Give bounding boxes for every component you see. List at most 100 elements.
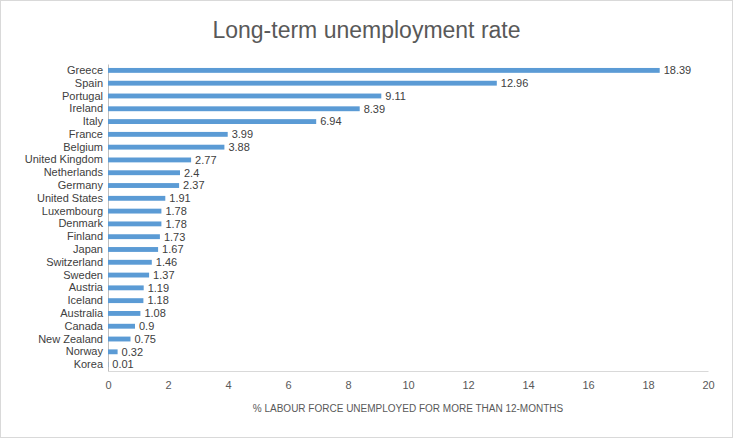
- y-tick: Greece: [67, 64, 103, 76]
- x-tick: 14: [522, 379, 534, 391]
- category-label: Portugal: [62, 89, 103, 101]
- bar: [108, 183, 179, 188]
- category-label: Belgium: [63, 141, 103, 153]
- x-axis-line: [109, 371, 709, 372]
- data-label: 1.67: [162, 243, 183, 255]
- bar: [108, 170, 180, 175]
- bar: [108, 68, 660, 73]
- bar: [108, 209, 161, 214]
- data-label: 0.9: [139, 320, 154, 332]
- x-tick: 2: [165, 379, 171, 391]
- x-tick: 16: [582, 379, 594, 391]
- x-tick-label: 12: [462, 379, 474, 391]
- x-tick: 6: [285, 379, 291, 391]
- y-tick: Germany: [58, 179, 104, 191]
- category-label: Denmark: [58, 217, 103, 229]
- category-label: Spain: [75, 77, 103, 89]
- y-tick: Luxembourg: [42, 205, 103, 217]
- bar: [108, 247, 158, 252]
- chart-title: Long-term unemployment rate: [212, 17, 520, 43]
- data-label: 1.37: [153, 269, 174, 281]
- category-label: Ireland: [69, 102, 103, 114]
- x-tick-label: 0: [105, 379, 111, 391]
- plot-area: 02468101214161820GreeceSpainPortugalIrel…: [25, 64, 715, 391]
- bar: [108, 234, 160, 239]
- bar: [108, 337, 131, 342]
- x-tick-label: 14: [522, 379, 534, 391]
- y-tick: New Zealand: [38, 333, 103, 345]
- data-label: 6.94: [320, 115, 341, 127]
- x-tick-label: 8: [345, 379, 351, 391]
- y-tick: Denmark: [58, 217, 103, 229]
- data-label: 1.78: [165, 205, 186, 217]
- bar: [108, 158, 191, 163]
- category-label: Canada: [64, 320, 103, 332]
- x-tick-label: 10: [402, 379, 414, 391]
- bar: [108, 349, 118, 354]
- y-tick: Iceland: [68, 294, 103, 306]
- y-tick: France: [69, 128, 103, 140]
- data-label: 3.99: [232, 128, 253, 140]
- category-label: Luxembourg: [42, 205, 103, 217]
- data-label: 18.39: [664, 64, 692, 76]
- data-label: 1.08: [144, 307, 165, 319]
- data-label: 2.4: [184, 167, 199, 179]
- category-label: Japan: [73, 243, 103, 255]
- y-tick: Spain: [75, 77, 103, 89]
- data-label: 9.11: [385, 90, 406, 102]
- category-label: Switzerland: [46, 256, 103, 268]
- category-label: Netherlands: [44, 166, 104, 178]
- y-tick: Ireland: [69, 102, 103, 114]
- category-label: United Kingdom: [25, 153, 103, 165]
- bar: [108, 298, 143, 303]
- y-tick: United Kingdom: [25, 153, 103, 165]
- y-tick: Norway: [66, 345, 104, 357]
- y-tick: Belgium: [63, 141, 103, 153]
- y-tick: Australia: [60, 307, 104, 319]
- bars: [108, 68, 660, 367]
- bar: [108, 94, 381, 99]
- category-label: Sweden: [63, 269, 103, 281]
- y-tick: Netherlands: [44, 166, 104, 178]
- y-tick: Sweden: [63, 269, 103, 281]
- data-label: 1.19: [148, 282, 169, 294]
- y-axis: GreeceSpainPortugalIrelandItalyFranceBel…: [25, 64, 109, 372]
- data-label: 12.96: [501, 77, 529, 89]
- x-tick-label: 2: [165, 379, 171, 391]
- bar: [108, 362, 109, 367]
- bar: [108, 119, 316, 124]
- x-tick: 10: [402, 379, 414, 391]
- category-label: Italy: [83, 115, 104, 127]
- x-tick: 18: [642, 379, 654, 391]
- bar: [108, 196, 165, 201]
- y-tick: Italy: [83, 115, 104, 127]
- x-tick-label: 6: [285, 379, 291, 391]
- x-tick-label: 18: [642, 379, 654, 391]
- category-label: New Zealand: [38, 333, 103, 345]
- data-label: 0.32: [122, 346, 143, 358]
- category-label: United States: [37, 192, 104, 204]
- y-tick: Austria: [69, 281, 104, 293]
- data-labels: 18.3912.969.118.396.943.993.882.772.42.3…: [112, 64, 691, 370]
- x-tick-label: 20: [702, 379, 714, 391]
- x-tick: 8: [345, 379, 351, 391]
- bar: [108, 260, 152, 265]
- data-label: 1.18: [147, 294, 168, 306]
- bar: [108, 145, 224, 150]
- bar: [108, 106, 360, 111]
- bar: [108, 132, 228, 137]
- category-label: Germany: [58, 179, 104, 191]
- data-label: 3.88: [228, 141, 249, 153]
- category-label: Austria: [69, 281, 104, 293]
- chart-border: [1, 1, 733, 438]
- bar: [108, 311, 140, 316]
- data-label: 1.78: [165, 218, 186, 230]
- x-tick: 12: [462, 379, 474, 391]
- y-tick: Canada: [64, 320, 103, 332]
- x-tick: 0: [105, 379, 111, 391]
- data-label: 1.46: [156, 256, 177, 268]
- bar: [108, 221, 161, 226]
- x-axis: 02468101214161820: [105, 372, 714, 391]
- data-label: 1.73: [164, 231, 185, 243]
- y-tick: Korea: [74, 358, 104, 370]
